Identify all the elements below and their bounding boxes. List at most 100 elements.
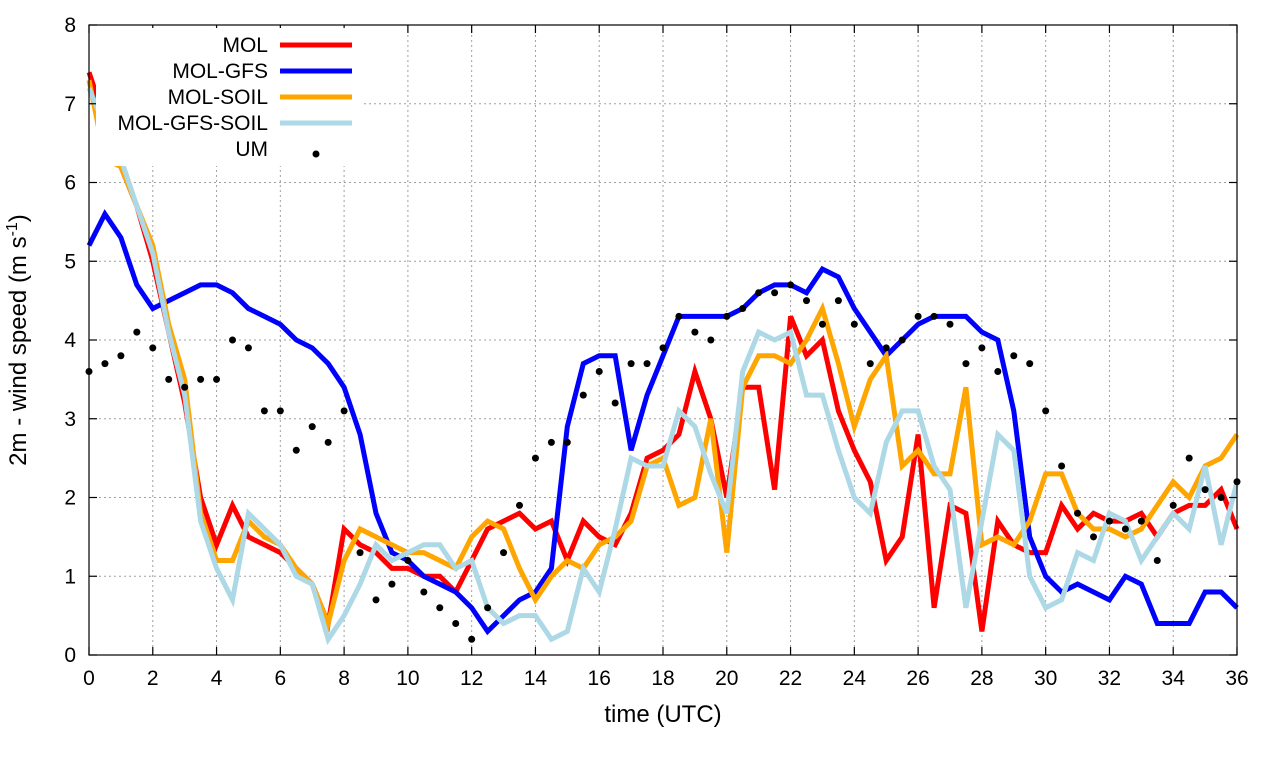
data-point-um xyxy=(1169,501,1177,509)
y-axis-label: 2m - wind speed (m s-1) xyxy=(4,214,32,466)
y-axis-label-main: 2m - wind speed (m s xyxy=(5,236,32,465)
x-tick-label: 24 xyxy=(843,667,867,690)
data-point-um xyxy=(292,446,300,454)
series-line-mol xyxy=(86,71,1240,633)
data-point-um xyxy=(739,305,747,312)
y-tick-label: 6 xyxy=(64,172,76,195)
data-point-um xyxy=(260,407,268,415)
data-point-um xyxy=(882,344,890,352)
data-point-um xyxy=(1217,494,1225,501)
x-tick-label: 14 xyxy=(524,667,548,690)
x-tick-label: 30 xyxy=(1034,667,1057,690)
data-point-um xyxy=(898,336,906,344)
data-point-um xyxy=(340,407,348,415)
data-point-um xyxy=(276,407,284,415)
series-um xyxy=(85,281,1241,643)
y-tick-label: 2 xyxy=(64,487,76,510)
data-point-um xyxy=(946,320,954,328)
y-axis-label-sup: -1 xyxy=(4,222,21,236)
data-point-um xyxy=(818,320,826,328)
x-tick-label: 22 xyxy=(779,667,802,690)
data-point-um xyxy=(627,360,635,368)
data-point-um xyxy=(1185,454,1193,462)
data-point-um xyxy=(595,368,603,375)
data-point-um xyxy=(404,557,412,564)
data-point-um xyxy=(149,344,157,352)
x-axis-label: time (UTC) xyxy=(604,701,721,728)
axis-ticks: 0 2 4 6 8 10 12 14 16 18 20 22 24 26 28 30 32 34 360123456… xyxy=(64,14,1248,690)
series-line-mol-gfs-soil xyxy=(86,87,1240,646)
legend-label-mol-gfs: MOL-GFS xyxy=(172,60,268,83)
y-tick-label: 0 xyxy=(64,644,76,667)
data-point-um xyxy=(866,360,874,368)
legend-label-mol-gfs-soil: MOL-GFS-SOIL xyxy=(117,112,268,135)
legend-label-mol: MOL xyxy=(222,34,268,57)
data-point-um xyxy=(197,375,205,383)
data-point-um xyxy=(755,289,763,297)
y-tick-label: 1 xyxy=(64,565,76,588)
x-tick-label: 18 xyxy=(651,667,674,690)
y-axis-label-close: ) xyxy=(5,214,32,222)
data-point-um xyxy=(579,391,587,399)
x-tick-label: 0 xyxy=(83,667,95,690)
x-tick-label: 8 xyxy=(338,667,350,690)
data-point-um xyxy=(659,344,667,352)
data-point-um xyxy=(436,604,444,612)
data-point-um xyxy=(101,360,109,368)
data-point-um xyxy=(531,454,539,462)
data-point-um xyxy=(771,289,779,297)
legend-label-um: UM xyxy=(235,138,268,161)
data-point-um xyxy=(500,549,508,557)
data-point-um xyxy=(691,328,699,336)
data-point-um xyxy=(1201,486,1209,494)
data-point-um xyxy=(707,336,715,344)
data-point-um xyxy=(962,360,970,368)
y-tick-label: 8 xyxy=(64,14,76,37)
data-point-um xyxy=(1042,407,1050,415)
data-point-um xyxy=(675,312,683,320)
data-point-um xyxy=(356,549,364,557)
data-point-um xyxy=(133,328,141,336)
x-tick-label: 20 xyxy=(715,667,738,690)
data-point-um xyxy=(850,320,858,328)
x-tick-label: 26 xyxy=(906,667,929,690)
series-line-mol-gfs xyxy=(86,209,1239,636)
x-tick-label: 2 xyxy=(147,667,159,690)
data-point-um xyxy=(914,312,922,320)
legend-label-mol-soil: MOL-SOIL xyxy=(168,86,268,109)
x-tick-label: 36 xyxy=(1225,667,1248,690)
data-point-um xyxy=(308,423,316,431)
data-point-um xyxy=(117,352,125,360)
data-point-um xyxy=(420,588,428,596)
legend: MOL MOL-GFS MOL-SOIL MOL-GFS-SOIL UM xyxy=(96,28,361,166)
y-tick-label: 4 xyxy=(64,329,76,352)
y-tick-label: 5 xyxy=(64,250,76,273)
data-point-um xyxy=(611,399,619,407)
data-point-um xyxy=(1105,517,1113,525)
data-point-um xyxy=(547,438,555,446)
y-tick-label: 3 xyxy=(64,408,76,431)
data-point-um xyxy=(834,297,842,305)
data-point-um xyxy=(229,336,236,344)
x-tick-label: 4 xyxy=(211,667,223,690)
data-point-um xyxy=(787,281,795,289)
data-point-um xyxy=(452,620,460,627)
x-tick-label: 12 xyxy=(460,667,483,690)
data-point-um xyxy=(1090,533,1097,541)
x-tick-label: 28 xyxy=(970,667,993,690)
data-point-um xyxy=(484,604,492,612)
data-point-um xyxy=(1121,525,1129,533)
data-point-um xyxy=(1058,462,1066,470)
legend-swatch-um xyxy=(312,150,320,158)
data-point-um xyxy=(388,580,396,588)
x-tick-label: 32 xyxy=(1098,667,1121,690)
y-tick-label: 7 xyxy=(64,93,76,116)
data-point-um xyxy=(1137,517,1145,525)
data-point-um xyxy=(930,312,938,320)
data-point-um xyxy=(516,501,523,509)
data-point-um xyxy=(1010,352,1018,360)
x-tick-label: 6 xyxy=(274,667,286,690)
data-point-um xyxy=(165,375,173,383)
data-point-um xyxy=(643,360,651,368)
